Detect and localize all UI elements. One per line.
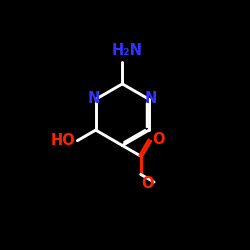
Text: O: O	[142, 176, 154, 191]
Text: HO: HO	[51, 133, 76, 148]
Text: N: N	[88, 91, 100, 106]
Text: O: O	[152, 132, 165, 147]
Text: H₂N: H₂N	[112, 43, 143, 58]
Text: N: N	[144, 91, 157, 106]
